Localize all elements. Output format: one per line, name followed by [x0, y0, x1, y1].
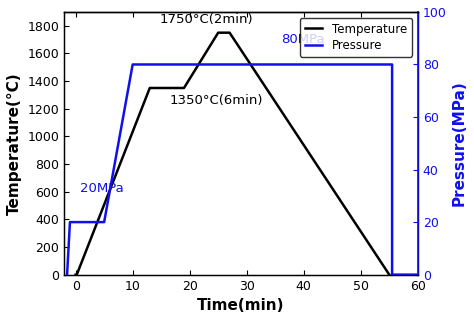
- Pressure: [415, 273, 420, 276]
- Text: 1750°C(2min): 1750°C(2min): [160, 13, 254, 26]
- Text: 80MPa: 80MPa: [281, 33, 325, 46]
- Text: 20MPa: 20MPa: [80, 182, 124, 196]
- Y-axis label: Temperature(°C): Temperature(°C): [7, 72, 22, 215]
- Y-axis label: Pressure(MPa): Pressure(MPa): [452, 80, 467, 206]
- Temperature: [386, 273, 392, 276]
- Pressure: [130, 63, 136, 67]
- Temperature: [74, 273, 80, 276]
- Temperature: [181, 86, 187, 90]
- Temperature: [73, 273, 79, 276]
- Line: Pressure: Pressure: [67, 65, 418, 275]
- Temperature: [227, 31, 232, 35]
- Legend: Temperature, Pressure: Temperature, Pressure: [300, 18, 412, 57]
- Temperature: [215, 31, 221, 35]
- Pressure: [67, 220, 73, 224]
- Temperature: [147, 86, 153, 90]
- Pressure: [99, 220, 104, 224]
- Pressure: [389, 63, 395, 67]
- Pressure: [99, 220, 104, 224]
- Pressure: [64, 273, 70, 276]
- Text: 1350°C(6min): 1350°C(6min): [170, 93, 263, 107]
- Pressure: [389, 273, 395, 276]
- Pressure: [70, 220, 76, 224]
- Pressure: [101, 220, 107, 224]
- Line: Temperature: Temperature: [76, 33, 389, 275]
- X-axis label: Time(min): Time(min): [197, 298, 285, 313]
